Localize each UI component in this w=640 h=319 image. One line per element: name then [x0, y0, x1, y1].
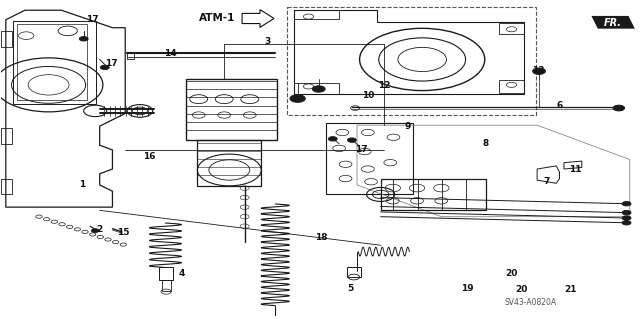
- Text: 20: 20: [506, 269, 518, 278]
- Circle shape: [622, 216, 631, 220]
- Text: 18: 18: [315, 233, 328, 242]
- Text: 14: 14: [164, 48, 176, 58]
- Circle shape: [79, 37, 88, 41]
- Bar: [294, 10, 339, 19]
- Circle shape: [92, 229, 99, 233]
- Text: 21: 21: [564, 285, 577, 294]
- Text: ATM-1: ATM-1: [199, 13, 236, 24]
- Circle shape: [622, 211, 631, 215]
- Bar: [347, 268, 361, 277]
- Text: 8: 8: [483, 139, 489, 148]
- Circle shape: [622, 220, 631, 225]
- Bar: [162, 280, 171, 291]
- Text: 9: 9: [405, 122, 412, 131]
- Text: 6: 6: [556, 101, 563, 110]
- Text: 20: 20: [515, 285, 527, 294]
- Polygon shape: [591, 16, 635, 29]
- Text: 17: 17: [355, 145, 368, 154]
- Text: 2: 2: [97, 225, 103, 234]
- Bar: [499, 80, 524, 93]
- Text: 7: 7: [543, 177, 550, 186]
- Circle shape: [613, 105, 625, 111]
- Text: 19: 19: [461, 284, 473, 293]
- Text: 17: 17: [105, 59, 118, 68]
- Text: SV43-A0820A: SV43-A0820A: [505, 298, 557, 307]
- Text: 11: 11: [569, 165, 582, 174]
- Bar: [127, 51, 134, 59]
- Bar: [13, 21, 97, 104]
- Text: 12: 12: [378, 81, 390, 90]
- Text: 17: 17: [86, 15, 99, 24]
- Circle shape: [100, 65, 109, 70]
- Circle shape: [622, 202, 631, 206]
- Bar: [197, 140, 261, 187]
- Circle shape: [312, 86, 325, 92]
- Circle shape: [328, 137, 337, 141]
- Text: 13: 13: [532, 66, 545, 75]
- Text: 4: 4: [178, 269, 184, 278]
- Bar: [287, 7, 536, 115]
- Circle shape: [348, 138, 356, 142]
- Bar: [499, 23, 524, 34]
- Circle shape: [532, 68, 545, 74]
- Text: 15: 15: [117, 228, 129, 237]
- Bar: [294, 83, 339, 94]
- Text: 16: 16: [143, 152, 155, 161]
- Text: 10: 10: [362, 92, 374, 100]
- Text: 1: 1: [79, 181, 86, 189]
- Bar: [1, 128, 12, 144]
- Text: FR.: FR.: [604, 18, 621, 28]
- Bar: [159, 268, 173, 280]
- Bar: [1, 179, 12, 195]
- Text: 5: 5: [348, 284, 354, 293]
- Text: 3: 3: [264, 38, 271, 47]
- Circle shape: [290, 95, 305, 102]
- Bar: [1, 31, 12, 47]
- Bar: [17, 24, 87, 100]
- Bar: [186, 78, 276, 140]
